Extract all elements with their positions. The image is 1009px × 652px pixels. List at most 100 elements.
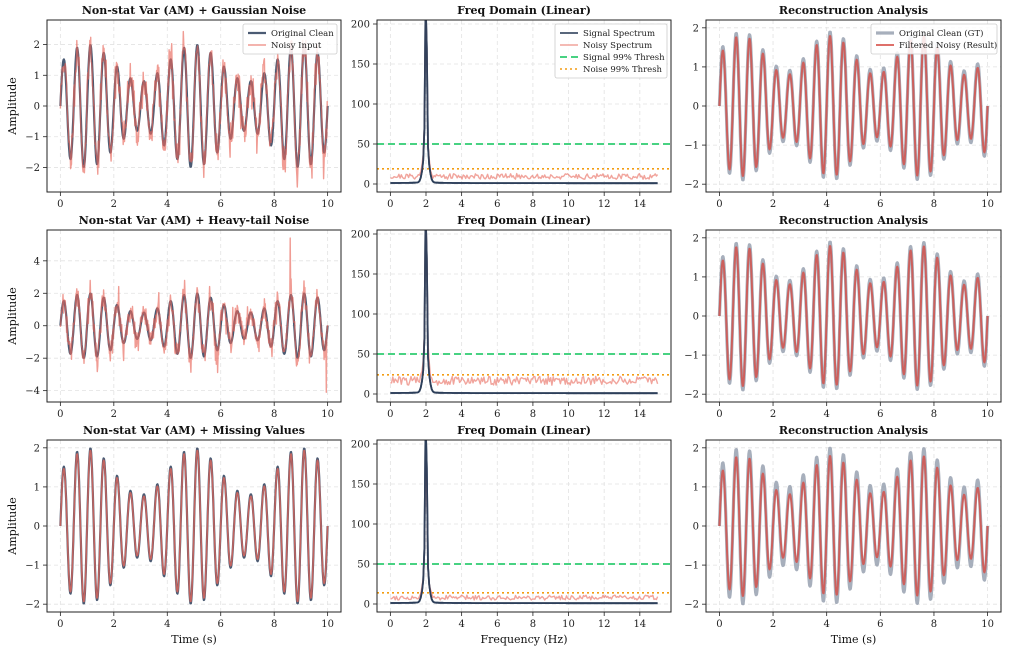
y-tick-label: 2 [693,23,699,34]
y-tick-label: 1 [34,71,40,82]
x-tick-label: 4 [164,199,170,210]
subplot-3: 0 2 4 6 8 10 −2 −1 0 1 2 Reconstruction Analysis Ori… [684,4,1002,210]
y-tick-label: 0 [34,321,40,332]
y-tick-label: −1 [684,561,699,572]
subplot-title: Reconstruction Analysis [779,4,928,17]
subplot-title: Reconstruction Analysis [779,424,928,437]
x-tick-label: 8 [271,199,277,210]
series-line-signal-top [390,440,658,605]
x-tick-label: 6 [877,199,883,210]
y-tick-label: 0 [693,522,699,533]
y-tick-label: −2 [684,390,699,401]
y-tick-label: 200 [351,440,370,451]
y-tick-label: 2 [693,443,699,454]
x-tick-label: 0 [716,409,722,420]
x-tick-label: 0 [716,619,722,630]
y-tick-label: 0 [693,312,699,323]
x-tick-label: 8 [931,619,937,630]
series-line-1 [390,440,658,605]
y-tick-label: 0 [693,102,699,113]
x-tick-label: 10 [321,199,334,210]
y-tick-label: 100 [351,100,370,111]
x-tick-label: 0 [387,409,393,420]
x-tick-label: 6 [218,199,224,210]
x-tick-label: 4 [458,409,464,420]
x-tick-label: 0 [387,199,393,210]
series-line-2 [718,455,989,597]
x-tick-label: 0 [57,199,63,210]
y-tick-label: −1 [25,132,40,143]
y-tick-label: 200 [351,20,370,31]
x-tick-label: 0 [57,409,63,420]
x-tick-label: 2 [111,409,117,420]
x-axis-label: Frequency (Hz) [481,633,568,646]
y-tick-label: 150 [351,270,370,281]
y-tick-label: 0 [34,102,40,113]
legend-label: Filtered Noisy (Result) [899,40,997,51]
y-tick-label: −2 [684,600,699,611]
x-tick-label: 2 [111,619,117,630]
subplot-title: Non-stat Var (AM) + Heavy-tail Noise [79,214,310,227]
y-tick-label: 0 [364,180,370,191]
y-tick-label: 200 [351,230,370,241]
x-tick-label: 2 [770,409,776,420]
series-line-2 [390,20,659,180]
y-tick-label: −4 [25,386,40,397]
subplot-title: Freq Domain (Linear) [457,4,591,17]
x-tick-label: 8 [530,199,536,210]
x-tick-label: 12 [598,619,611,630]
series-line-2 [718,245,989,387]
x-tick-label: 2 [770,619,776,630]
y-tick-label: 50 [357,560,370,571]
series-line-2 [59,30,329,188]
subplot-9: 0 2 4 6 8 10 −2 −1 0 1 2 Reconstruction Analysis Tim… [684,424,1002,646]
subplot-7: 0 2 4 6 8 10 −2 −1 0 1 2 Non-stat Var (AM) + Missin… [6,424,342,646]
series-line-2 [390,230,659,386]
series-line-signal-top [390,20,658,185]
x-tick-label: 8 [530,619,536,630]
x-tick-label: 6 [218,619,224,630]
x-tick-label: 4 [458,619,464,630]
subplot-5: 0 2 4 6 8 10 12 14 0 50 100 150 200 Freq Domain (Line… [351,214,672,420]
legend-label: Noise 99% Thresh [583,65,663,75]
subplot-6: 0 2 4 6 8 10 −2 −1 0 1 2 Reconstruction Analysis [684,214,1002,420]
x-tick-label: 4 [823,409,829,420]
x-tick-label: 6 [877,619,883,630]
x-tick-label: 6 [218,409,224,420]
axes-frame [376,229,672,403]
series-line-1 [390,230,658,395]
axes-frame [376,439,672,613]
legend-label: Signal 99% Thresh [583,53,665,63]
y-tick-label: 2 [34,40,40,51]
y-tick-label: −2 [25,354,40,365]
y-tick-label: −1 [684,351,699,362]
y-tick-label: 1 [693,272,699,283]
subplot-title: Non-stat Var (AM) + Gaussian Noise [82,4,306,17]
x-tick-label: 10 [321,619,334,630]
x-tick-label: 4 [164,619,170,630]
y-axis-label: Amplitude [6,77,19,136]
series-line-2 [718,35,989,177]
y-tick-label: −1 [684,141,699,152]
x-tick-label: 4 [823,619,829,630]
y-tick-label: −1 [25,561,40,572]
x-tick-label: 6 [494,409,500,420]
subplot-title: Freq Domain (Linear) [457,424,591,437]
y-tick-label: 150 [351,480,370,491]
legend: Original Clean (GT)Filtered Noisy (Resul… [870,23,998,55]
x-tick-label: 6 [494,619,500,630]
y-tick-label: 4 [34,256,40,267]
subplot-title: Reconstruction Analysis [779,214,928,227]
x-tick-label: 10 [562,199,575,210]
x-tick-label: 10 [321,409,334,420]
subplot-2: 0 2 4 6 8 10 12 14 0 50 100 150 200 Freq Domain (Line… [351,4,672,210]
subplot-1: 0 2 4 6 8 10 −2 −1 0 1 2 Non-stat Var (AM) + Gaussi… [6,4,342,210]
y-tick-label: 2 [693,233,699,244]
x-tick-label: 12 [598,199,611,210]
legend-label: Noisy Input [271,41,322,51]
axes-frame [46,229,342,403]
x-axis-label: Time (s) [171,633,217,646]
x-tick-label: 10 [981,409,994,420]
y-tick-label: 2 [34,443,40,454]
